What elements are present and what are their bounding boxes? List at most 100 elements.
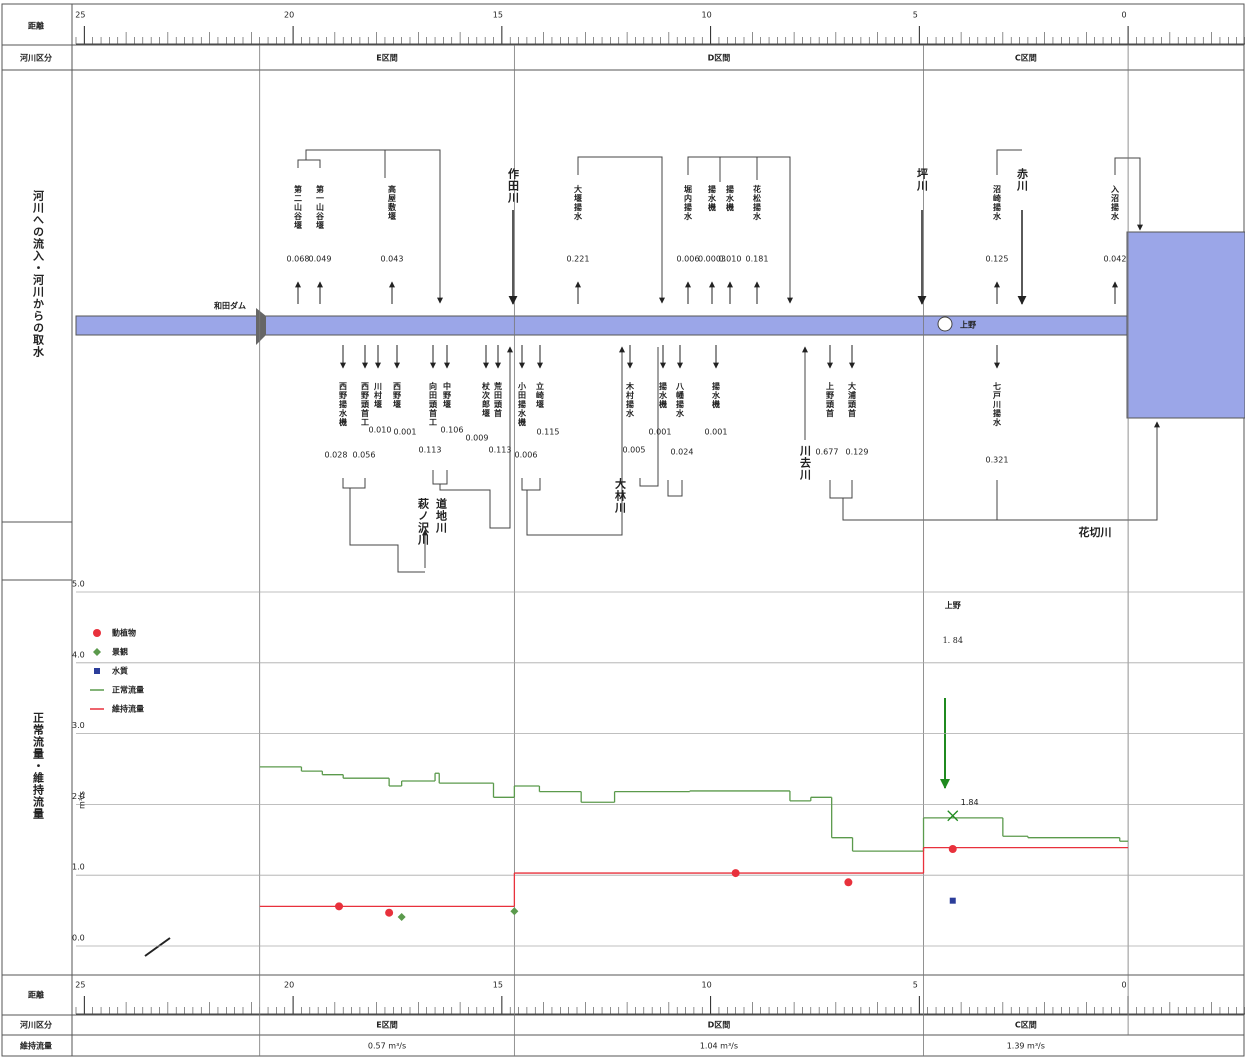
row-label: 距離 bbox=[28, 21, 44, 31]
intake-value: 0.009 bbox=[466, 434, 489, 443]
intake-name: 小田揚水機 bbox=[517, 381, 527, 427]
intake-value: 0.115 bbox=[537, 428, 560, 437]
intake-value: 0.129 bbox=[846, 448, 869, 457]
intake-value: 0.068 bbox=[287, 255, 310, 264]
annotation-mark bbox=[947, 810, 959, 822]
inflow-river: 赤川 bbox=[1016, 167, 1030, 192]
intake-name: 西野頭首工 bbox=[360, 382, 370, 427]
intake-value: 0.049 bbox=[309, 255, 332, 264]
row-label: 維持流量 bbox=[20, 1041, 52, 1051]
annotation-title: 上野 bbox=[945, 600, 961, 610]
x-tick-label: 0 bbox=[1122, 11, 1127, 20]
point bbox=[948, 845, 957, 854]
x-tick-label: 25 bbox=[75, 11, 85, 20]
y-tick-label: 5.0 bbox=[72, 580, 85, 589]
dam-label: 和田ダム bbox=[214, 301, 246, 311]
x-tick-label: 5 bbox=[913, 981, 918, 990]
y-tick-label: 3.0 bbox=[72, 721, 85, 730]
legend-label: 水質 bbox=[111, 666, 128, 676]
intake-name: 七戸川揚水 bbox=[992, 381, 1002, 427]
river-name: 大林川 bbox=[614, 477, 628, 514]
intake-name: 川村堰 bbox=[374, 382, 383, 409]
intake-value: 0.113 bbox=[419, 446, 442, 455]
legend-swatch bbox=[94, 668, 100, 674]
row-label: 河川への流入・河川からの取水 bbox=[32, 189, 46, 358]
inflow-river: 坪川 bbox=[916, 168, 930, 192]
intake-value: 0.056 bbox=[353, 451, 376, 460]
section-label: C区間 bbox=[1015, 1021, 1037, 1030]
intake-value: 0.001 bbox=[394, 428, 417, 437]
y-tick-label: 1.0 bbox=[72, 863, 85, 872]
intake-name: 第一山谷堰 bbox=[315, 184, 325, 230]
intake-value: 0.005 bbox=[623, 446, 646, 455]
intake-value: 0.181 bbox=[746, 255, 769, 264]
intake-value: 0.321 bbox=[986, 456, 1009, 465]
x-tick-label: 10 bbox=[702, 981, 712, 990]
annotation-value: 1. 84 bbox=[943, 636, 963, 645]
intake-value: 0.006 bbox=[515, 451, 538, 460]
river-name: 道地川 bbox=[435, 497, 449, 534]
frame bbox=[1, 3, 1245, 1057]
legend-label: 正常流量 bbox=[112, 685, 144, 695]
x-tick-label: 20 bbox=[284, 11, 294, 20]
intake-name: 向田頭首工 bbox=[428, 381, 438, 427]
row-label: 距離 bbox=[28, 990, 44, 1000]
legend-swatch bbox=[93, 629, 101, 637]
intake-name: 上野頭首 bbox=[825, 381, 835, 418]
annotation-small: 1.84 bbox=[961, 798, 979, 807]
intake-value: 0.043 bbox=[381, 255, 404, 264]
intake-name: 大堰揚水 bbox=[573, 184, 583, 221]
section-label: D区間 bbox=[708, 1021, 731, 1030]
row-label: 正常流量・維持流量 bbox=[32, 712, 45, 820]
point bbox=[949, 897, 956, 904]
intake-name: 荒田頭首 bbox=[493, 381, 503, 418]
row-label: 河川区分 bbox=[20, 53, 52, 63]
intake-name: 西野揚水機 bbox=[338, 382, 348, 427]
section-label: E区間 bbox=[376, 1021, 397, 1030]
intake-name: 堀内揚水 bbox=[683, 184, 693, 221]
intake-value: 0.113 bbox=[489, 446, 512, 455]
intake-value: 0.010 bbox=[719, 255, 742, 264]
y-tick-label: 2.0 bbox=[72, 792, 85, 801]
y-tick-label: 0.0 bbox=[72, 934, 85, 943]
intake-value: 0.006 bbox=[677, 255, 700, 264]
legend-label: 動植物 bbox=[112, 628, 136, 638]
x-tick-label: 0 bbox=[1122, 981, 1127, 990]
intake-value: 0.106 bbox=[441, 426, 464, 435]
intake-value: 0.042 bbox=[1104, 255, 1127, 264]
intake-name: 西野堰 bbox=[393, 382, 402, 409]
point bbox=[510, 907, 519, 916]
y-axis-label: m³/s bbox=[78, 791, 87, 809]
section-label: D区間 bbox=[708, 54, 731, 63]
intake-name: 揚水機 bbox=[725, 184, 735, 212]
intake-name: 沼崎揚水 bbox=[992, 184, 1002, 221]
river-name: 川去川 bbox=[799, 445, 813, 481]
intake-value: 0.0003 bbox=[698, 255, 726, 264]
intake-name: 揚水機 bbox=[711, 381, 721, 409]
intake-name: 揚水機 bbox=[658, 381, 668, 409]
intake-name: 木村揚水 bbox=[625, 381, 635, 418]
intake-name: 花松揚水 bbox=[752, 184, 762, 221]
intake-name: 中野堰 bbox=[443, 381, 452, 409]
station-label: 上野 bbox=[960, 320, 976, 330]
intake-name: 第二山谷堰 bbox=[293, 184, 303, 230]
intake-name: 大浦頭首 bbox=[847, 381, 857, 418]
x-tick-label: 15 bbox=[493, 981, 503, 990]
legend-label: 景観 bbox=[112, 647, 128, 657]
river bbox=[75, 231, 1245, 419]
x-tick-label: 20 bbox=[284, 981, 294, 990]
intake-name: 入沼揚水 bbox=[1110, 185, 1120, 221]
maintenance-flow: 1.39 m³/s bbox=[1007, 1042, 1045, 1051]
y-tick-label: 4.0 bbox=[72, 650, 85, 659]
point bbox=[385, 908, 394, 917]
x-tick-label: 10 bbox=[702, 11, 712, 20]
legend-swatch bbox=[93, 648, 101, 656]
intake-name: 高屋敷堰 bbox=[387, 184, 397, 221]
x-tick-label: 15 bbox=[493, 11, 503, 20]
x-tick-label: 5 bbox=[913, 11, 918, 20]
intake-name: 揚水機 bbox=[707, 184, 717, 212]
x-tick-label: 25 bbox=[75, 981, 85, 990]
inflow-river: 作田川 bbox=[507, 167, 521, 204]
intake-value: 0.001 bbox=[649, 428, 672, 437]
intake-value: 0.001 bbox=[705, 428, 728, 437]
